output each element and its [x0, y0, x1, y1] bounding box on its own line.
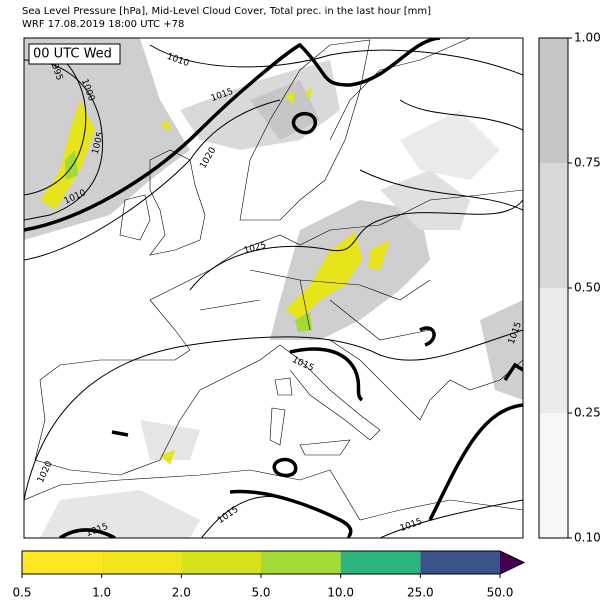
tick-label: 0.5 — [12, 586, 31, 600]
title: Sea Level Pressure [hPa], Mid-Level Clou… — [22, 6, 431, 17]
tick-label: 1.0 — [92, 586, 111, 600]
colorbar-segment — [340, 551, 421, 574]
colorbar-segment — [539, 163, 568, 288]
precip-colorbar: 0.5 1.0 2.0 5.0 10.0 25.0 50.0 — [12, 550, 526, 600]
tick-label: 0.75 — [574, 156, 601, 170]
time-label: 00 UTC Wed — [33, 47, 112, 62]
colorbar-extend — [500, 551, 524, 574]
colorbar-segment — [420, 551, 500, 574]
map: 1010 995 1000 1005 1010 1015 1020 1025 1… — [24, 38, 523, 538]
isobars — [24, 44, 523, 538]
subtitle: WRF 17.08.2019 18:00 UTC +78 — [22, 19, 184, 30]
tick-label: 0.50 — [574, 281, 601, 295]
isobar-1015 — [24, 38, 523, 538]
tick-label: 0.10 — [574, 531, 601, 545]
map-frame — [23, 37, 524, 539]
precipitation — [40, 88, 390, 465]
coastlines — [24, 38, 523, 521]
tick-label: 0.25 — [574, 406, 601, 420]
tick-label: 1.00 — [574, 31, 601, 45]
tick-label: 25.0 — [407, 586, 434, 600]
tick-label: 10.0 — [327, 586, 354, 600]
colorbar-segment — [539, 38, 568, 163]
colorbar-segment — [261, 551, 341, 574]
tick-label: 2.0 — [172, 586, 191, 600]
tick-label: 50.0 — [487, 586, 514, 600]
colorbar-frame — [21, 550, 526, 575]
colorbar-segment — [22, 551, 102, 574]
tick-label: 5.0 — [251, 586, 270, 600]
colorbar-segment — [539, 413, 568, 538]
colorbar-segment — [181, 551, 261, 574]
time-box — [28, 43, 121, 65]
colorbar-segment — [101, 551, 182, 574]
cloud-colorbar: 0.10 0.25 0.50 0.75 1.00 — [538, 31, 601, 545]
colorbar-segment — [539, 288, 568, 413]
